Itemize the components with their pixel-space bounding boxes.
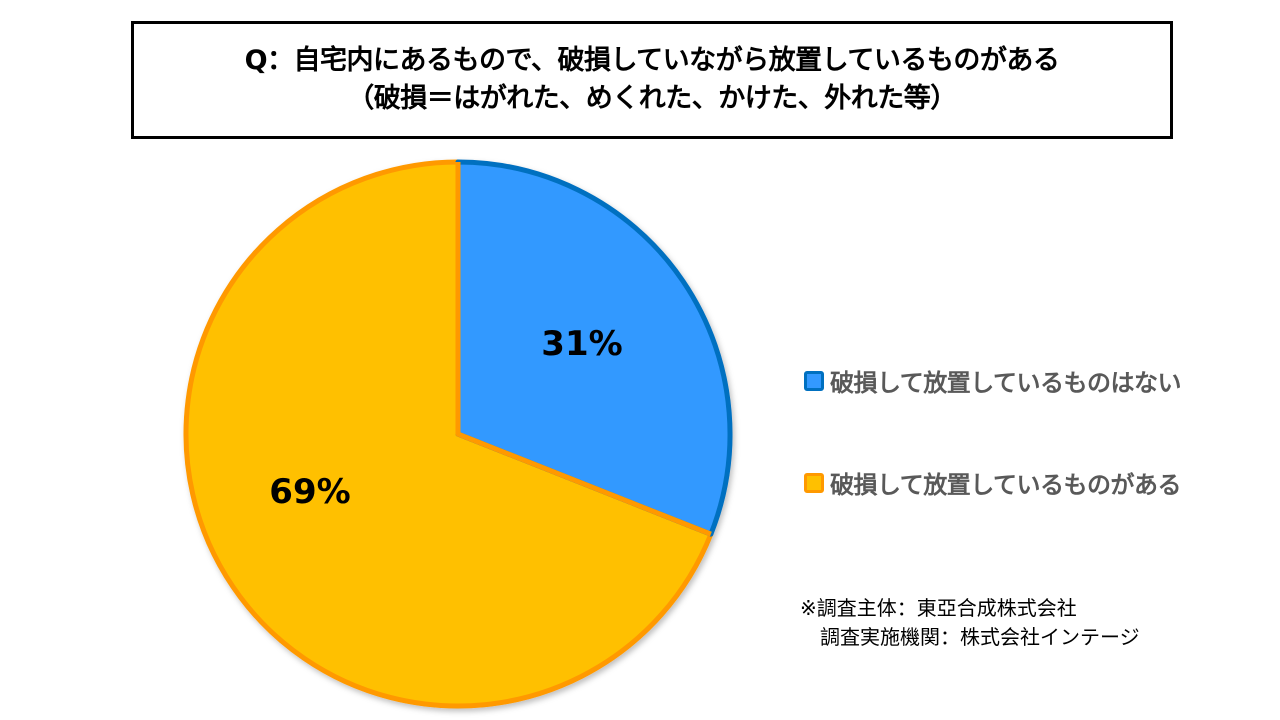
legend-label-no-damage: 破損して放置しているものはない [830,369,1182,397]
pie-label-no-damage: 31% [541,324,622,364]
legend-label-has-damage: 破損して放置しているものがある [830,471,1182,499]
legend-swatch-blue-icon [804,370,824,391]
question-title-line2: （破損＝はがれた、めくれた、かけた、外れた等） [347,83,957,114]
pie-slice-divider [455,162,712,537]
pie-label-has-damage: 69% [269,472,350,512]
survey-note: ※調査主体：東亞合成株式会社 調査実施機関：株式会社インテージ [800,594,1140,652]
pie-slice-no-damage [455,159,733,537]
legend-item-has-damage: 破損して放置しているものがある [804,465,1182,500]
question-title-box: Q：自宅内にあるもので、破損していながら放置しているものがある （破損＝はがれた… [131,21,1173,139]
question-title-line1: Q：自宅内にあるもので、破損していながら放置しているものがある [244,45,1060,76]
legend-swatch-orange-icon [804,472,824,493]
survey-note-line2: 調査実施機関：株式会社インテージ [800,625,1140,649]
legend-item-no-damage: 破損して放置しているものはない [804,363,1182,398]
pie-slice-has-damage [183,159,714,709]
survey-note-line1: ※調査主体：東亞合成株式会社 [800,596,1077,620]
